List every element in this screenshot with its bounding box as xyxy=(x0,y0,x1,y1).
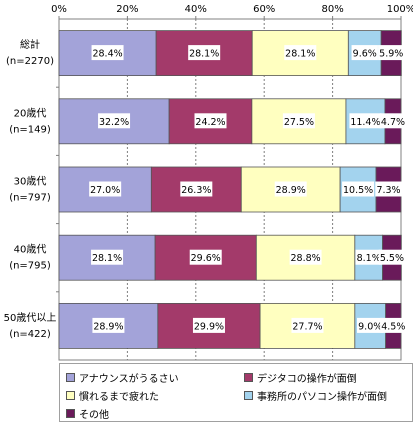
data-label: 28.8% xyxy=(290,253,320,264)
x-tick-label: 60% xyxy=(253,4,275,15)
category-sublabel: (n=149) xyxy=(9,124,51,135)
x-tick-label: 0% xyxy=(51,4,67,15)
x-tick-label: 20% xyxy=(116,4,138,15)
data-label-bg xyxy=(91,45,124,61)
data-label-bg xyxy=(289,249,322,265)
data-label: 28.4% xyxy=(92,49,122,60)
legend-swatch xyxy=(66,373,75,382)
data-label-bg xyxy=(189,249,222,265)
data-label: 28.1% xyxy=(285,49,315,60)
legend-label: アナウンスがうるさい xyxy=(79,374,179,385)
data-label-bg xyxy=(349,113,382,129)
data-label-bg xyxy=(378,249,406,265)
data-label-bg xyxy=(357,317,384,333)
data-label: 29.9% xyxy=(194,321,224,332)
data-label: 27.7% xyxy=(292,321,322,332)
x-tick-label: 80% xyxy=(321,4,343,15)
data-label: 4.5% xyxy=(381,321,405,332)
data-label: 24.2% xyxy=(195,117,225,128)
data-label-bg xyxy=(274,181,307,197)
legend-item: 慣れるまで疲れた xyxy=(66,388,159,403)
legend-swatch xyxy=(66,391,75,400)
data-label: 7.3% xyxy=(376,185,400,196)
data-label-bg xyxy=(180,181,213,197)
data-label: 11.4% xyxy=(350,117,380,128)
bar-segment xyxy=(58,98,170,145)
legend-item: その他 xyxy=(66,406,109,421)
x-tick-label: 100% xyxy=(387,4,413,15)
category-label: 50歳代以上 xyxy=(4,312,57,324)
legend-label: デジタコの操作が面倒 xyxy=(257,374,357,385)
data-label-bg xyxy=(380,317,407,333)
data-label: 28.9% xyxy=(276,185,306,196)
data-label-bg xyxy=(91,249,124,265)
data-label-bg xyxy=(98,113,131,129)
data-label: 10.5% xyxy=(343,185,373,196)
data-label-bg xyxy=(284,45,317,61)
legend-swatch xyxy=(66,409,75,418)
chart-legend: アナウンスがうるさい デジタコの操作が面倒慣れるまで疲れた 事務所のパソコン操作が面… xyxy=(59,363,413,422)
data-label: 26.3% xyxy=(181,185,211,196)
data-label: 8.1% xyxy=(357,253,381,264)
category-sublabel: (n=2270) xyxy=(6,56,54,67)
data-label: 9.6% xyxy=(353,49,377,60)
data-label-bg xyxy=(89,181,122,197)
category-sublabel: (n=797) xyxy=(9,193,51,204)
data-label: 28.1% xyxy=(92,253,122,264)
legend-item: 事務所のパソコン操作が面倒 xyxy=(244,388,387,403)
data-label-bg xyxy=(379,113,407,129)
data-label-bg xyxy=(355,249,382,265)
data-label-bg xyxy=(188,45,221,61)
category-label: 総計 xyxy=(20,38,40,51)
data-label-bg xyxy=(282,113,315,129)
data-label-bg xyxy=(92,317,125,333)
x-tick-label: 40% xyxy=(185,4,207,15)
data-label-bg xyxy=(192,317,225,333)
data-label-bg xyxy=(375,181,402,197)
legend-label: その他 xyxy=(79,410,109,421)
data-label: 29.6% xyxy=(191,253,221,264)
category-sublabel: (n=795) xyxy=(9,261,51,272)
data-label: 5.9% xyxy=(379,49,403,60)
data-label: 27.5% xyxy=(284,117,314,128)
data-label-bg xyxy=(342,181,375,197)
legend-label: 慣れるまで疲れた xyxy=(79,392,159,403)
data-label-bg xyxy=(378,45,405,61)
legend-swatch xyxy=(244,373,253,382)
data-label: 28.1% xyxy=(189,49,219,60)
data-label: 28.9% xyxy=(93,321,123,332)
category-label: 40歳代 xyxy=(14,244,47,256)
data-label: 32.2% xyxy=(99,117,129,128)
data-label: 9.0% xyxy=(358,321,382,332)
legend-item: デジタコの操作が面倒 xyxy=(244,370,357,385)
data-label: 5.5% xyxy=(380,253,404,264)
legend-item: アナウンスがうるさい xyxy=(66,370,179,385)
category-label: 20歳代 xyxy=(14,107,47,119)
data-label: 4.7% xyxy=(381,117,405,128)
legend-swatch xyxy=(244,391,253,400)
category-label: 30歳代 xyxy=(14,176,47,188)
data-label: 27.0% xyxy=(90,185,120,196)
data-label-bg xyxy=(291,317,324,333)
legend-label: 事務所のパソコン操作が面倒 xyxy=(257,392,387,403)
data-label-bg xyxy=(194,113,227,129)
data-label-bg xyxy=(351,45,378,61)
category-sublabel: (n=422) xyxy=(9,329,51,340)
